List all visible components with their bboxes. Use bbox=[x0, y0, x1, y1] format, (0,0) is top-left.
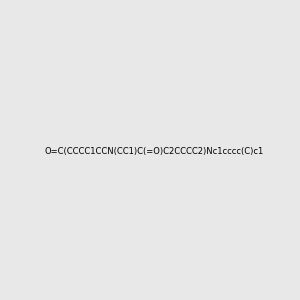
Text: O=C(CCCC1CCN(CC1)C(=O)C2CCCC2)Nc1cccc(C)c1: O=C(CCCC1CCN(CC1)C(=O)C2CCCC2)Nc1cccc(C)… bbox=[44, 147, 263, 156]
